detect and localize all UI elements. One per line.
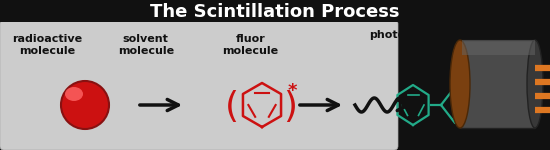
Bar <box>0 0 550 22</box>
Text: *: * <box>287 82 297 100</box>
Text: The Scintillation Process: The Scintillation Process <box>150 3 400 21</box>
Text: solvent
molecule: solvent molecule <box>118 34 174 56</box>
Text: photomultiplier
tube: photomultiplier tube <box>370 30 466 52</box>
Bar <box>462 40 535 55</box>
Ellipse shape <box>61 81 109 129</box>
Text: fluor
molecule: fluor molecule <box>222 34 278 56</box>
FancyBboxPatch shape <box>0 20 398 150</box>
Ellipse shape <box>527 40 543 128</box>
Text: radioactive
molecule: radioactive molecule <box>12 34 82 56</box>
Ellipse shape <box>65 87 83 101</box>
Bar <box>460 40 535 128</box>
Text: (: ( <box>225 90 239 124</box>
Ellipse shape <box>450 40 470 128</box>
Text: ): ) <box>283 90 297 124</box>
